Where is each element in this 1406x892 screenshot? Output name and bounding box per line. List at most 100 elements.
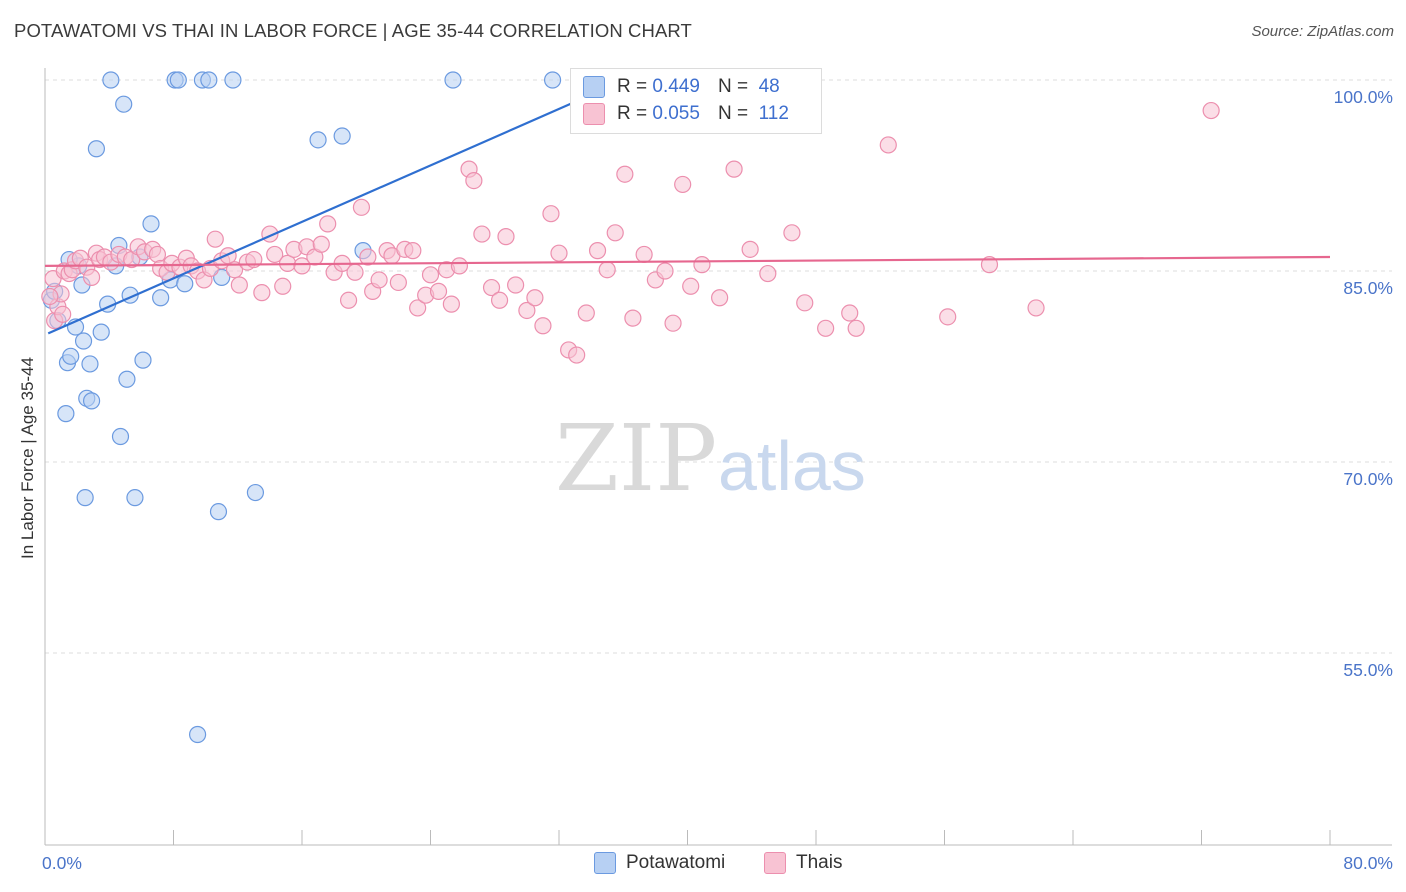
potawatomi-point-35 [209, 503, 228, 521]
thais-point-89 [624, 309, 642, 327]
thais-point-63 [409, 299, 427, 317]
thais-point-53 [346, 263, 364, 281]
thais-point-94 [674, 175, 692, 194]
source-label: Source: ZipAtlas.com [1251, 23, 1394, 40]
thais-point-97 [711, 289, 729, 307]
stats-legend: R = 0.449 N = 48 R = 0.055 N = 112 [570, 68, 822, 134]
y-tick-label-3: 100.0% [1334, 87, 1393, 107]
thais-point-45 [293, 257, 311, 275]
x-tick-label-1: 80.0% [1343, 853, 1393, 873]
thais-point-109 [1027, 299, 1045, 317]
thais-point-84 [577, 304, 595, 322]
thais-point-48 [312, 235, 330, 253]
thais-point-107 [939, 308, 957, 326]
potawatomi-point-26 [142, 215, 160, 233]
potawatomi-point-23 [126, 489, 144, 507]
thais-point-60 [389, 273, 407, 292]
thais-point-74 [490, 291, 509, 309]
thais-point-69 [450, 257, 469, 275]
thais-point-32 [206, 230, 224, 248]
thais-point-79 [534, 317, 552, 335]
potawatomi-point-38 [246, 483, 265, 502]
potawatomi-point-14 [92, 323, 110, 341]
thais-point-95 [682, 277, 700, 295]
potawatomi-point-34 [200, 71, 218, 89]
thais-r-value: 0.055 [652, 103, 700, 124]
series-legend: Potawatomi Thais [0, 852, 1406, 878]
thais-point-81 [550, 244, 568, 262]
legend-item-thais: Thais [764, 852, 842, 874]
thais-point-65 [421, 266, 440, 284]
thais-point-86 [598, 261, 616, 279]
watermark: ZIP atlas [555, 405, 866, 512]
thais-point-93 [664, 314, 682, 332]
legend-row-thais: R = 0.055 N = 112 [583, 101, 789, 127]
potawatomi-point-31 [176, 275, 194, 293]
tick-labels: 55.0% 70.0% 85.0% 100.0% 0.0% 80.0% [42, 87, 1393, 873]
potawatomi-point-27 [152, 289, 170, 307]
thais-point-98 [725, 160, 743, 178]
thais-point-88 [616, 165, 634, 183]
thais-point-99 [741, 240, 759, 258]
potawatomi-point-25 [134, 351, 152, 369]
legend-row-potawatomi: R = 0.449 N = 48 [583, 74, 780, 100]
thais-point-41 [266, 245, 284, 264]
thais-r-label: R = [617, 103, 648, 124]
thais-point-54 [352, 198, 371, 216]
thais-point-96 [693, 256, 711, 274]
thais-point-71 [465, 171, 483, 190]
thais-point-102 [796, 294, 814, 312]
thais-point-85 [588, 242, 607, 260]
potawatomi-point-5 [57, 405, 75, 423]
thais-point-76 [507, 276, 525, 294]
thais-point-90 [635, 245, 653, 264]
thais-point-103 [817, 319, 835, 337]
potawatomi-swatch [583, 76, 605, 98]
potawatomi-point-37 [224, 71, 242, 89]
y-tick-label-1: 70.0% [1343, 469, 1393, 489]
thais-point-78 [526, 289, 544, 307]
thais-point-42 [274, 277, 292, 295]
data-points [41, 71, 1220, 744]
thais-point-77 [518, 301, 536, 320]
potawatomi-point-30 [169, 71, 187, 89]
thais-point-49 [319, 215, 337, 233]
axes [44, 68, 1392, 846]
thais-point-35 [225, 261, 244, 279]
thais-point-92 [656, 262, 674, 280]
potawatomi-r-value: 0.449 [652, 76, 700, 97]
y-tick-label-0: 55.0% [1343, 660, 1393, 680]
watermark-zip: ZIP [555, 405, 717, 512]
potawatomi-legend-swatch [594, 852, 616, 874]
thais-swatch [583, 103, 605, 125]
thais-legend-label: Thais [796, 852, 843, 873]
potawatomi-point-46 [76, 489, 94, 507]
gridlines [45, 79, 1392, 654]
potawatomi-point-7 [82, 392, 101, 410]
potawatomi-point-40 [333, 127, 351, 145]
legend-item-potawatomi: Potawatomi [594, 852, 725, 874]
thais-legend-swatch [764, 852, 786, 874]
thais-n-label: N = [717, 103, 749, 124]
thais-trend-line [44, 255, 1331, 268]
potawatomi-point-32 [188, 725, 207, 744]
thais-point-11 [82, 268, 101, 286]
potawatomi-n-value: 48 [758, 76, 780, 97]
thais-point-105 [847, 319, 865, 337]
potawatomi-r-label: R = [617, 76, 648, 97]
potawatomi-point-4 [62, 347, 80, 365]
thais-point-87 [606, 224, 624, 242]
thais-point-100 [759, 264, 777, 283]
thais-point-106 [879, 136, 897, 154]
thais-point-104 [841, 304, 859, 322]
potawatomi-point-13 [87, 140, 106, 158]
potawatomi-n-label: N = [717, 76, 749, 97]
thais-point-108 [980, 256, 999, 274]
potawatomi-point-16 [102, 71, 120, 89]
thais-point-22 [148, 245, 167, 264]
thais-point-110 [1202, 101, 1220, 120]
thais-n-value: 112 [758, 103, 789, 124]
thais-point-68 [442, 295, 460, 313]
y-tick-label-2: 85.0% [1343, 278, 1393, 298]
